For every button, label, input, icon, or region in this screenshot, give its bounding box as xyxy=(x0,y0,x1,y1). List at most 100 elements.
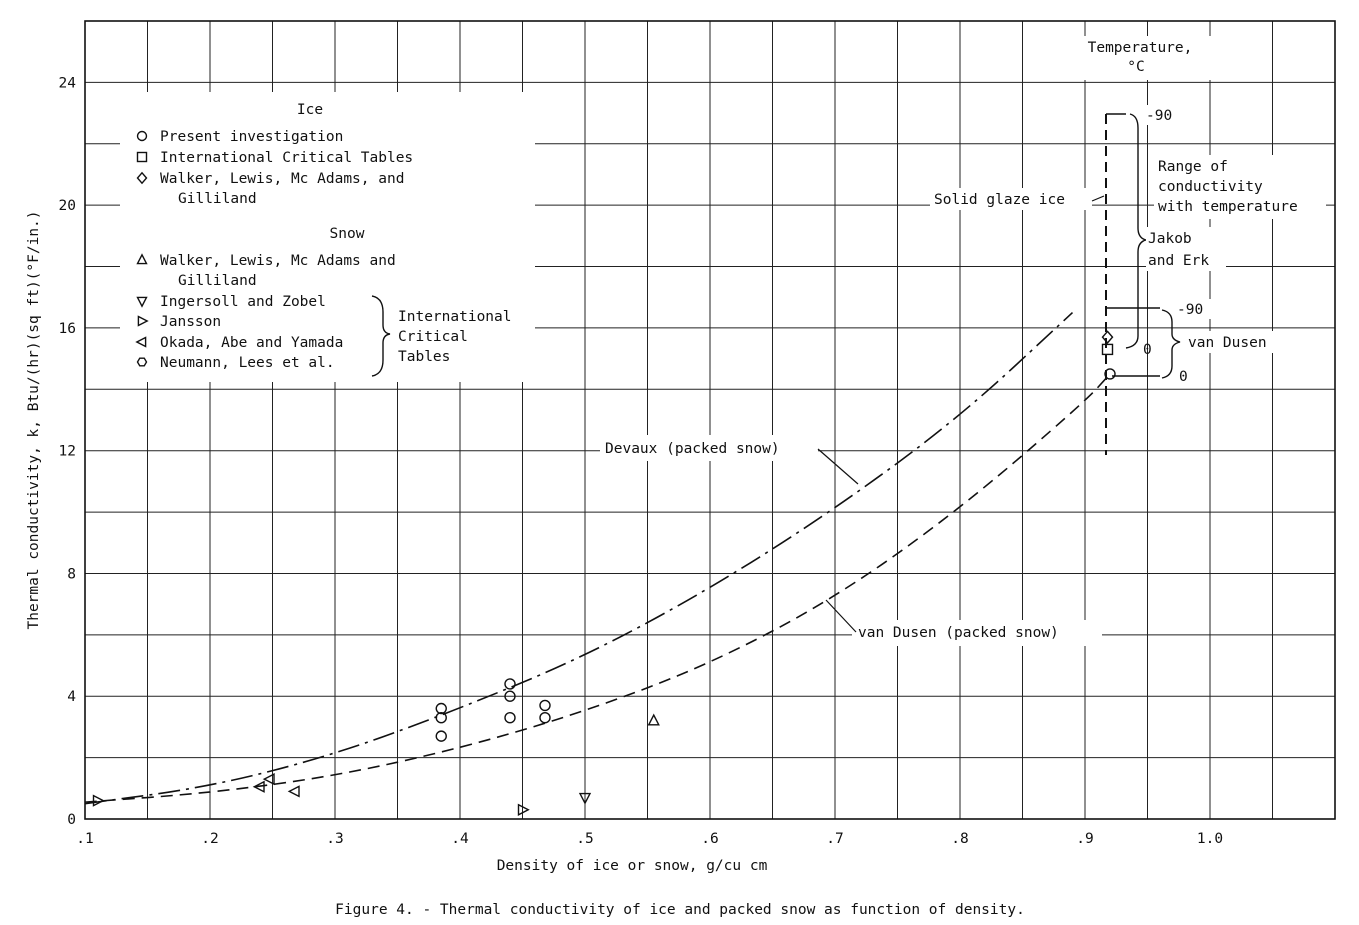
data-point-triangle-left xyxy=(287,785,300,798)
legend-entry-label: International Critical Tables xyxy=(160,150,413,166)
legend-entry-label: Present investigation xyxy=(160,129,343,145)
data-point-circle xyxy=(504,690,516,702)
data-point-triangle-right xyxy=(517,803,530,816)
data-point-square xyxy=(1101,343,1114,356)
range-text-bg xyxy=(1154,155,1326,219)
temperature-header-line1: Temperature, xyxy=(1088,40,1193,56)
x-tick-label: .4 xyxy=(451,831,469,847)
figure-caption: Figure 4. - Thermal conductivity of ice … xyxy=(335,902,1025,918)
x-tick-label: .1 xyxy=(76,831,93,847)
y-tick-label: 16 xyxy=(59,321,76,337)
curve-van-dusen xyxy=(84,373,1111,803)
y-axis-label: Thermal conductivity, k, Btu/(hr)(sq ft)… xyxy=(26,210,42,629)
jakob-high-temp: 0 xyxy=(1143,342,1152,358)
jakob-label-bg xyxy=(1146,227,1226,271)
legend-entry-label: Walker, Lewis, Mc Adams and xyxy=(160,253,396,269)
devaux-curve-label: Devaux (packed snow) xyxy=(605,441,780,457)
data-point-triangle-left xyxy=(252,780,265,793)
data-point-triangle-up xyxy=(647,713,660,726)
devaux-leader-line xyxy=(817,448,859,485)
legend-brace-label-3: Tables xyxy=(398,349,450,365)
legend-background xyxy=(120,92,535,382)
legend-marker-square xyxy=(136,151,148,163)
legend-entry-label: Walker, Lewis, Mc Adams, and xyxy=(160,171,404,187)
data-markers xyxy=(92,330,1116,816)
legend-entry-label: Jansson xyxy=(160,314,221,330)
data-point-circle xyxy=(435,702,447,715)
legend-entry-label: Ingersoll and Zobel xyxy=(160,294,326,310)
legend-brace xyxy=(371,295,391,377)
vandusen-low-bg xyxy=(1176,299,1212,319)
data-point-triangle-right xyxy=(92,794,105,807)
vandusen-low-temp: -90 xyxy=(1177,302,1203,318)
y-tick-label: 8 xyxy=(67,566,76,582)
jakob-erk-brace xyxy=(1125,113,1147,349)
legend-marker-triangle-right xyxy=(137,315,149,327)
legend-entry-label: Neumann, Lees et al. xyxy=(160,355,335,371)
data-point-circle xyxy=(504,678,516,690)
y-tick-label: 4 xyxy=(67,689,76,705)
legend-brace-label-1: International xyxy=(398,309,512,325)
vandusen-range-label: van Dusen xyxy=(1188,335,1267,351)
glaze-ice-label-bg xyxy=(930,188,1092,210)
curves xyxy=(84,311,1111,805)
vandusen-range-label-bg xyxy=(1184,331,1288,353)
range-text-line2: conductivity xyxy=(1158,179,1263,195)
x-tick-label: .6 xyxy=(701,831,718,847)
legend-entry-label-cont: Gilliland xyxy=(178,191,257,207)
range-text-line1: Range of xyxy=(1158,159,1228,175)
data-point-triangle-down xyxy=(578,792,592,805)
legend: Ice Snow Present investigation Internatio… xyxy=(120,92,535,382)
legend-snow-heading: Snow xyxy=(330,226,365,242)
x-tick-label: .8 xyxy=(951,831,968,847)
data-point-circle xyxy=(435,730,447,742)
x-tick-label: .7 xyxy=(826,831,843,847)
legend-marker-diamond xyxy=(136,171,148,185)
jakob-erk-line1: Jakob xyxy=(1148,231,1192,247)
devaux-label-bg xyxy=(600,435,818,461)
data-point-circle xyxy=(435,712,447,724)
plot-frame xyxy=(84,20,1336,820)
x-tick-labels: .1 .2 .3 .4 .5 .6 .7 .8 .9 1.0 xyxy=(76,831,1223,847)
data-point-circle xyxy=(504,712,516,724)
legend-marker-triangle-left xyxy=(135,336,147,348)
temperature-annotations: Temperature, °C Solid glaze ice -90 0 Ra… xyxy=(930,36,1326,455)
data-point-diamond xyxy=(1101,330,1114,344)
data-point-circle xyxy=(539,712,551,724)
vandusen-label-bg xyxy=(852,620,1102,646)
x-tick-label: .2 xyxy=(201,831,218,847)
data-point-circle xyxy=(539,699,551,712)
temperature-header-bg xyxy=(1062,36,1218,80)
legend-entry-label: Okada, Abe and Yamada xyxy=(160,335,343,351)
range-text-line3: with temperature xyxy=(1158,199,1298,215)
jakob-low-temp: -90 xyxy=(1146,108,1172,124)
glaze-ice-leader xyxy=(1091,195,1105,202)
y-tick-labels: 0 4 8 12 16 20 24 xyxy=(59,75,77,828)
legend-marker-triangle-down xyxy=(136,296,148,308)
legend-brace-label-2: Critical xyxy=(398,329,468,345)
y-tick-label: 0 xyxy=(67,812,76,828)
legend-marker-hexagon xyxy=(136,357,148,367)
x-tick-label: .9 xyxy=(1076,831,1093,847)
x-axis-label: Density of ice or snow, g/cu cm xyxy=(497,858,768,874)
legend-entry-label-cont: Gilliland xyxy=(178,273,257,289)
curve-devaux xyxy=(84,311,1074,805)
legend-marker-circle xyxy=(136,130,148,142)
temperature-header-line2: °C xyxy=(1127,59,1144,75)
y-tick-label: 12 xyxy=(59,444,76,460)
vandusen-leader-line xyxy=(825,599,857,633)
x-tick-label: 1.0 xyxy=(1197,831,1223,847)
vandusen-brace xyxy=(1161,309,1181,379)
x-tick-label: .5 xyxy=(576,831,593,847)
y-tick-label: 24 xyxy=(59,75,77,91)
legend-marker-triangle-up xyxy=(136,253,148,265)
legend-ice-heading: Ice xyxy=(297,102,323,118)
jakob-erk-line2: and Erk xyxy=(1148,253,1209,269)
legend-entries: Present investigation International Criti… xyxy=(135,129,413,371)
x-tick-label: .3 xyxy=(326,831,343,847)
vandusen-high-temp: 0 xyxy=(1179,369,1188,385)
vandusen-curve-label: van Dusen (packed snow) xyxy=(858,625,1059,641)
y-tick-label: 20 xyxy=(59,198,76,214)
glaze-ice-label: Solid glaze ice xyxy=(934,192,1065,208)
